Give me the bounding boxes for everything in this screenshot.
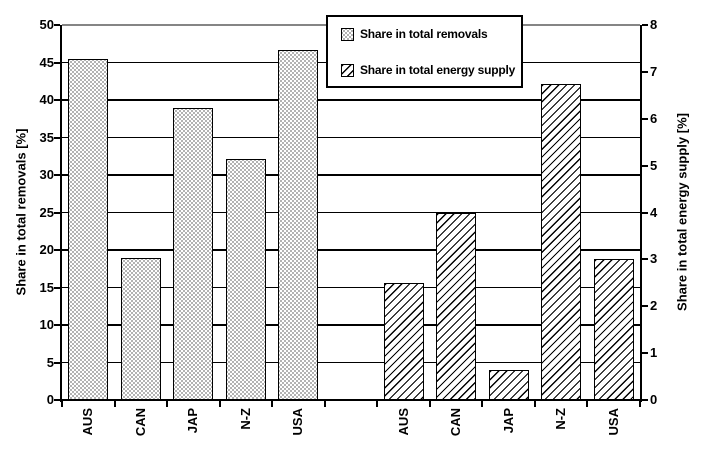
category-axis-tick-11 bbox=[639, 401, 641, 407]
bar-usa-energy-supply bbox=[593, 259, 634, 400]
left-axis-tick-40 bbox=[54, 99, 60, 101]
left-axis-tick-label-25: 25 bbox=[39, 204, 54, 220]
legend-item-removals: Share in total removals bbox=[341, 26, 521, 42]
right-axis-tick-label-6: 6 bbox=[650, 110, 658, 126]
category-axis-tick-4 bbox=[271, 401, 274, 407]
legend-label-removals: Share in total removals bbox=[360, 27, 488, 41]
left-axis-tick-label-40: 40 bbox=[39, 92, 54, 107]
left-axis-tick-25 bbox=[54, 211, 60, 214]
right-axis-tick-label-1: 1 bbox=[650, 345, 658, 361]
bar-aus-energy-supply bbox=[383, 282, 424, 400]
right-axis-tick-label-0: 0 bbox=[650, 392, 658, 407]
bar-jap-removals bbox=[173, 107, 214, 400]
right-axis-tick-label-8: 8 bbox=[650, 17, 658, 32]
hatch-swatch-icon bbox=[341, 63, 354, 77]
category-axis-tick-0 bbox=[61, 401, 63, 407]
category-axis-line bbox=[60, 399, 642, 401]
right-axis-tick-label-5: 5 bbox=[650, 157, 658, 173]
legend-label-energy-supply: Share in total energy supply bbox=[360, 63, 516, 77]
right-axis-tick-3 bbox=[642, 258, 648, 261]
left-axis-tick-5 bbox=[54, 361, 60, 364]
gridline-30 bbox=[62, 174, 640, 176]
category-label-n-z-energy-supply: N-Z bbox=[553, 408, 569, 430]
bar-usa-removals bbox=[278, 49, 319, 400]
left-axis-line bbox=[60, 25, 62, 402]
category-label-n-z-removals: N-Z bbox=[237, 408, 253, 430]
right-axis-tick-label-3: 3 bbox=[650, 251, 658, 267]
category-label-aus-energy-supply: AUS bbox=[395, 408, 411, 436]
dotted-swatch-icon bbox=[341, 27, 354, 41]
category-axis-tick-2 bbox=[166, 401, 169, 407]
left-axis-tick-label-0: 0 bbox=[46, 392, 54, 407]
bar-n-z-energy-supply bbox=[541, 83, 582, 400]
left-axis-tick-label-5: 5 bbox=[46, 354, 54, 370]
gridline-10 bbox=[62, 324, 640, 326]
category-axis-tick-9 bbox=[533, 401, 536, 407]
bar-can-energy-supply bbox=[436, 212, 477, 400]
left-axis-tick-20 bbox=[54, 249, 60, 251]
gridline-25 bbox=[62, 211, 640, 213]
left-axis-tick-label-30: 30 bbox=[39, 167, 54, 182]
legend-item-energy-supply: Share in total energy supply bbox=[341, 62, 521, 78]
right-axis-tick-1 bbox=[642, 352, 648, 355]
right-axis-tick-7 bbox=[642, 70, 648, 73]
category-axis-tick-3 bbox=[218, 401, 221, 407]
gridline-15 bbox=[62, 286, 640, 288]
category-label-aus-removals: AUS bbox=[80, 408, 96, 436]
bar-n-z-removals bbox=[225, 159, 266, 400]
left-axis-tick-label-15: 15 bbox=[39, 279, 54, 295]
right-axis-tick-2 bbox=[642, 305, 648, 308]
right-axis-tick-label-2: 2 bbox=[650, 298, 658, 314]
right-axis-tick-5 bbox=[642, 164, 648, 167]
gridline-40 bbox=[62, 99, 640, 101]
right-axis-tick-0 bbox=[642, 399, 648, 401]
category-axis-tick-7 bbox=[428, 401, 431, 407]
left-axis-tick-50 bbox=[54, 24, 60, 26]
right-axis-line bbox=[640, 25, 642, 402]
bar-aus-removals bbox=[68, 58, 109, 400]
left-axis-tick-label-10: 10 bbox=[39, 317, 54, 332]
right-axis-tick-4 bbox=[642, 211, 648, 214]
left-axis-tick-label-35: 35 bbox=[39, 129, 54, 145]
left-axis-tick-10 bbox=[54, 324, 60, 326]
category-axis-tick-8 bbox=[481, 401, 484, 407]
left-axis-tick-15 bbox=[54, 286, 60, 289]
gridline-35 bbox=[62, 136, 640, 138]
category-label-can-energy-supply: CAN bbox=[448, 408, 464, 437]
bar-jap-energy-supply bbox=[488, 370, 529, 400]
category-axis-tick-6 bbox=[376, 401, 379, 407]
category-label-can-removals: CAN bbox=[132, 408, 148, 437]
left-axis-tick-label-45: 45 bbox=[39, 54, 54, 70]
left-axis-tick-0 bbox=[54, 399, 60, 401]
left-axis-tick-label-20: 20 bbox=[39, 242, 54, 257]
category-label-usa-removals: USA bbox=[290, 408, 306, 436]
bar-can-removals bbox=[120, 257, 161, 400]
category-axis-tick-1 bbox=[113, 401, 116, 407]
gridline-5 bbox=[62, 361, 640, 363]
right-axis-tick-8 bbox=[642, 24, 648, 26]
category-label-jap-energy-supply: JAP bbox=[500, 408, 516, 434]
category-label-jap-removals: JAP bbox=[185, 408, 201, 434]
category-axis-tick-5 bbox=[323, 401, 326, 407]
right-axis-tick-label-4: 4 bbox=[650, 204, 658, 220]
left-axis-tick-35 bbox=[54, 136, 60, 139]
right-axis-tick-6 bbox=[642, 117, 648, 120]
left-axis-tick-45 bbox=[54, 61, 60, 64]
category-label-usa-energy-supply: USA bbox=[605, 408, 621, 436]
left-axis-tick-30 bbox=[54, 174, 60, 176]
category-axis-tick-10 bbox=[586, 401, 589, 407]
right-axis-tick-label-7: 7 bbox=[650, 63, 658, 79]
legend: Share in total removals Share in total e… bbox=[326, 15, 523, 88]
gridline-20 bbox=[62, 249, 640, 251]
left-axis-tick-label-50: 50 bbox=[39, 17, 54, 32]
